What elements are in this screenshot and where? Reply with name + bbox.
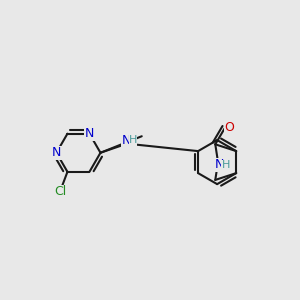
Text: H: H [129, 135, 137, 146]
Text: Cl: Cl [55, 185, 67, 198]
Text: N: N [122, 134, 131, 147]
Text: H: H [221, 160, 230, 170]
Text: N: N [85, 127, 94, 140]
Text: N: N [52, 146, 61, 159]
Text: N: N [214, 158, 224, 171]
Text: O: O [225, 121, 235, 134]
